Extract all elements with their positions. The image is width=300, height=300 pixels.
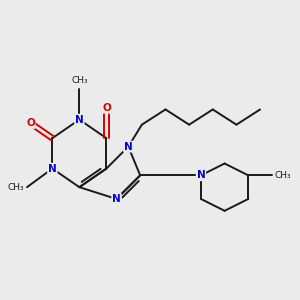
Text: O: O [102, 103, 111, 113]
Text: CH₃: CH₃ [7, 183, 24, 192]
Text: O: O [26, 118, 35, 128]
Text: N: N [196, 170, 205, 180]
Text: N: N [124, 142, 133, 152]
Text: CH₃: CH₃ [71, 76, 88, 85]
Text: N: N [75, 115, 84, 124]
Text: N: N [112, 194, 121, 204]
Text: N: N [48, 164, 57, 174]
Text: CH₃: CH₃ [274, 171, 291, 180]
